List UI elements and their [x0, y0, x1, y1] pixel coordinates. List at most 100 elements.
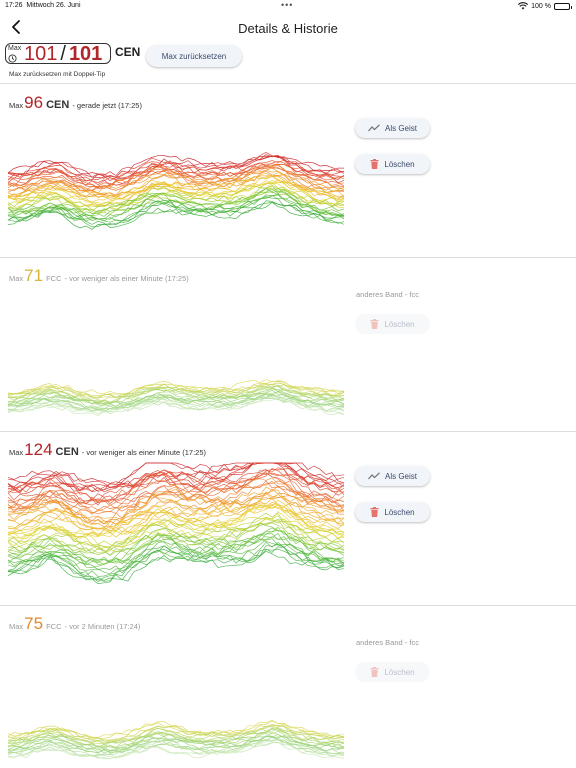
band-label: CEN: [115, 45, 141, 59]
ghost-button-label: Als Geist: [384, 123, 417, 133]
entry-max-label: Max: [9, 448, 24, 457]
spectrum-trace-line: [8, 518, 344, 554]
spectrum-trace-line: [8, 515, 345, 549]
clock-icon: [8, 54, 17, 63]
delete-button-label: Löschen: [384, 319, 415, 329]
spectrum-trace-line: [8, 462, 345, 492]
spectrum-trace-line: [8, 472, 345, 510]
ghost-button-label: Als Geist: [384, 471, 417, 481]
spectrum-trace-line: [8, 738, 345, 757]
spectrum-trace-line: [8, 195, 345, 223]
spectrum-trace-line: [8, 533, 345, 565]
spectrum-trace-line: [8, 732, 345, 751]
max-value-box[interactable]: Max 101/101: [5, 43, 111, 66]
delete-button[interactable]: Löschen: [355, 154, 430, 174]
entry-max-value: 71: [24, 266, 44, 285]
entry-header: Max 75 FCC - vor 2 Minuten (17:24): [9, 614, 140, 634]
spectrum-trace-line: [8, 172, 345, 198]
multitasking-dots-icon[interactable]: •••: [281, 0, 294, 10]
spectrum-trace-line: [8, 530, 345, 568]
chevron-left-icon[interactable]: [8, 18, 26, 36]
max-values: 101/101: [24, 43, 102, 66]
status-clock: 17:26: [5, 2, 23, 9]
entry-time: - gerade jetzt (17:25): [72, 101, 142, 110]
delete-button[interactable]: Löschen: [355, 502, 430, 522]
spectrum-trace-line: [8, 398, 345, 417]
spectrum-trace-line: [8, 391, 345, 406]
page-title: Details & Historie: [238, 21, 338, 36]
spectrum-trace-line: [8, 155, 345, 181]
max-separator: /: [60, 43, 66, 65]
spectrum-trace-line: [8, 541, 345, 577]
spectrum-trace-line: [8, 165, 345, 194]
spectrum-history-chart: [8, 379, 345, 417]
spectrum-trace-line: [8, 518, 345, 556]
entry-band: CEN: [55, 446, 79, 458]
spectrum-history-chart: [8, 152, 345, 230]
spectrum-trace-line: [8, 188, 345, 217]
spectrum-trace-line: [8, 550, 345, 582]
spectrum-trace-line: [8, 732, 345, 751]
delete-button-label: Löschen: [384, 507, 415, 517]
status-bar: 17:26 Mittwoch 26. Juni ••• 100 %: [0, 0, 576, 14]
wifi-icon: [518, 2, 529, 10]
spectrum-trace-line: [8, 167, 345, 200]
spectrum-trace-line: [8, 468, 345, 506]
spectrum-trace-line: [8, 202, 345, 230]
spectrum-trace-line: [8, 491, 345, 526]
delete-button-label: Löschen: [384, 667, 415, 677]
spectrum-trace-line: [8, 545, 345, 585]
spectrum-trace-line: [8, 497, 345, 532]
delete-button-label: Löschen: [384, 159, 415, 169]
reset-max-button[interactable]: Max zurücksetzen: [146, 45, 242, 67]
delete-button: Löschen: [355, 662, 430, 682]
spectrum-trace-line: [8, 488, 345, 525]
spectrum-trace-line: [8, 480, 345, 512]
spectrum-trace-line: [8, 485, 345, 522]
spectrum-trace-line: [8, 472, 345, 506]
entry-band: FCC: [46, 274, 62, 283]
entry-max-label: Max: [9, 622, 24, 631]
ghost-button[interactable]: Als Geist: [355, 118, 430, 138]
spectrum-trace-line: [8, 202, 345, 228]
spectrum-trace-line: [8, 493, 345, 531]
trend-line-icon: [368, 472, 380, 480]
spectrum-trace-line: [8, 504, 345, 538]
spectrum-trace-line: [8, 719, 345, 738]
spectrum-trace-line: [8, 523, 345, 557]
spectrum-trace-line: [8, 393, 345, 412]
spectrum-trace-line: [8, 393, 345, 411]
spectrum-trace-line: [8, 504, 345, 539]
spectrum-trace-line: [8, 499, 345, 539]
max-panel: Max 101/101 CEN Max zurücksetzen Max zur…: [0, 42, 576, 84]
spectrum-history-chart: [8, 719, 345, 759]
spectrum-trace-line: [8, 152, 345, 182]
spectrum-trace-line: [8, 533, 345, 568]
ghost-button[interactable]: Als Geist: [355, 466, 430, 486]
battery-percent: 100 %: [531, 2, 551, 10]
trash-icon: [370, 319, 379, 329]
spectrum-trace-line: [8, 166, 345, 191]
entry-max-label: Max: [9, 101, 24, 110]
entry-band: FCC: [46, 622, 62, 631]
spectrum-trace-line: [8, 467, 345, 506]
spectrum-trace-line: [8, 175, 345, 205]
trash-icon: [370, 159, 379, 169]
spectrum-trace-line: [8, 741, 345, 759]
spectrum-trace-line: [8, 391, 345, 411]
spectrum-history-chart: [8, 462, 345, 585]
spectrum-trace-line: [8, 185, 345, 214]
max-current-value: 101: [24, 43, 58, 65]
reset-hint: Max zurücksetzen mit Doppel-Tip: [9, 71, 106, 78]
entry-header: Max 71 FCC - vor weniger als einer Minut…: [9, 266, 189, 286]
spectrum-trace-line: [8, 462, 345, 491]
spectrum-trace-line: [8, 492, 345, 530]
trash-icon: [370, 507, 379, 517]
trend-line-icon: [368, 124, 380, 132]
spectrum-trace-line: [8, 731, 345, 749]
spectrum-trace-line: [8, 385, 345, 405]
delete-button: Löschen: [355, 314, 430, 334]
entry-max-value: 124: [24, 440, 53, 459]
status-time: 17:26 Mittwoch 26. Juni: [5, 2, 81, 9]
entry-header: Max 96 CEN - gerade jetzt (17:25): [9, 93, 142, 113]
